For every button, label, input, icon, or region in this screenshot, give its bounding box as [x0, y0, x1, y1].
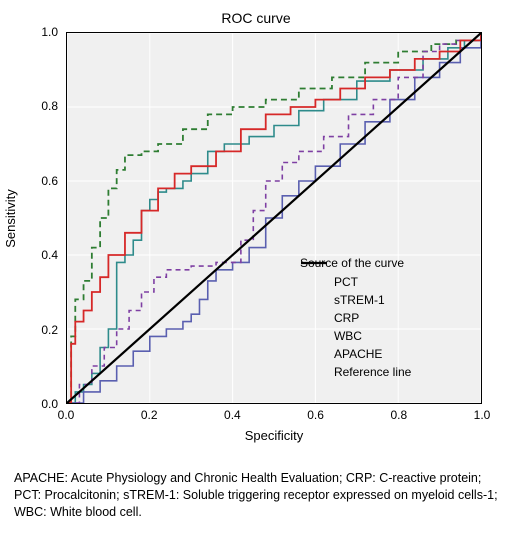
legend-label: PCT: [334, 275, 358, 289]
y-tick-label: 0.0: [18, 397, 58, 411]
legend-label: APACHE: [334, 347, 382, 361]
x-tick-label: 0.8: [390, 408, 407, 422]
legend-item: APACHE: [300, 345, 411, 363]
legend-item: sTREM-1: [300, 291, 411, 309]
legend-label: sTREM-1: [334, 293, 385, 307]
x-tick-label: 1.0: [474, 408, 491, 422]
x-tick-label: 0.4: [224, 408, 241, 422]
legend-swatch: [300, 275, 328, 289]
legend-swatch: [300, 311, 328, 325]
series-reference-line: [67, 33, 481, 403]
y-tick-label: 0.4: [18, 248, 58, 262]
legend-swatch: [300, 293, 328, 307]
y-tick-label: 1.0: [18, 25, 58, 39]
y-tick-label: 0.2: [18, 323, 58, 337]
x-tick-label: 0.2: [141, 408, 158, 422]
plot-svg: [67, 33, 481, 403]
chart-area: ROC curve Sensitivity Source of the curv…: [10, 10, 502, 460]
legend-item: WBC: [300, 327, 411, 345]
figure-caption: APACHE: Acute Physiology and Chronic Hea…: [14, 470, 498, 521]
y-tick-label: 0.8: [18, 99, 58, 113]
legend-swatch: [300, 329, 328, 343]
legend-item: PCT: [300, 273, 411, 291]
x-axis-label: Specificity: [66, 428, 482, 443]
legend: Source of the curve PCTsTREM-1CRPWBCAPAC…: [300, 256, 411, 381]
chart-title: ROC curve: [10, 10, 502, 26]
plot-area: Source of the curve PCTsTREM-1CRPWBCAPAC…: [66, 32, 482, 404]
x-tick-label: 0.6: [307, 408, 324, 422]
y-tick-label: 0.6: [18, 174, 58, 188]
roc-figure: ROC curve Sensitivity Source of the curv…: [0, 0, 512, 559]
x-tick-label: 0.0: [58, 408, 75, 422]
y-axis-label: Sensitivity: [0, 32, 20, 404]
legend-label: Reference line: [334, 365, 411, 379]
legend-label: CRP: [334, 311, 359, 325]
legend-swatch: [300, 347, 328, 361]
legend-item: CRP: [300, 309, 411, 327]
legend-item: Reference line: [300, 363, 411, 381]
legend-swatch: [300, 365, 328, 379]
legend-label: WBC: [334, 329, 362, 343]
